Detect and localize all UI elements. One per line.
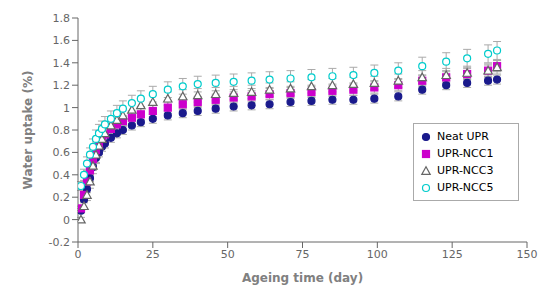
svg-text:25: 25 (146, 248, 160, 261)
svg-text:0: 0 (75, 248, 82, 261)
html-text:Neat UPR: Neat UPR (437, 130, 489, 143)
svg-text:Water uptake (%): Water uptake (%) (21, 71, 35, 190)
svg-text:-0.2: -0.2 (49, 236, 70, 249)
svg-text:0.8: 0.8 (53, 124, 71, 137)
svg-text:1.6: 1.6 (53, 34, 71, 47)
svg-text:0.6: 0.6 (53, 146, 71, 159)
svg-text:1.2: 1.2 (53, 79, 71, 92)
svg-text:150: 150 (517, 248, 538, 261)
svg-text:75: 75 (296, 248, 310, 261)
svg-text:1.4: 1.4 (53, 57, 71, 70)
svg-text:100: 100 (367, 248, 388, 261)
svg-text:50: 50 (221, 248, 235, 261)
html-text:UPR-NCC3: UPR-NCC3 (437, 164, 494, 177)
svg-text:0.2: 0.2 (53, 191, 71, 204)
svg-text:Ageing time (day): Ageing time (day) (242, 271, 363, 285)
html-text:UPR-NCC1: UPR-NCC1 (437, 147, 494, 160)
html-text:UPR-NCC5: UPR-NCC5 (437, 181, 494, 194)
svg-text:0.4: 0.4 (53, 169, 71, 182)
svg-text:125: 125 (442, 248, 463, 261)
svg-text:1.8: 1.8 (53, 12, 71, 25)
svg-text:0: 0 (63, 214, 70, 227)
svg-text:1: 1 (63, 102, 70, 115)
